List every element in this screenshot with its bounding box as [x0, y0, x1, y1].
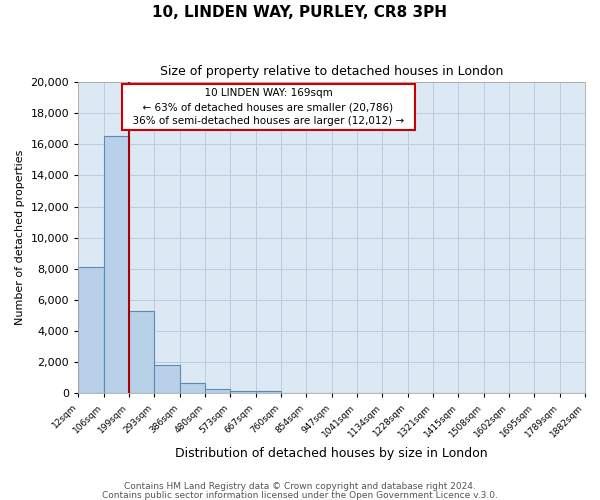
- Bar: [78, 268, 104, 394]
- Title: Size of property relative to detached houses in London: Size of property relative to detached ho…: [160, 65, 503, 78]
- X-axis label: Distribution of detached houses by size in London: Distribution of detached houses by size …: [175, 447, 488, 460]
- Bar: [129, 311, 154, 394]
- Y-axis label: Number of detached properties: Number of detached properties: [15, 150, 25, 326]
- Bar: [104, 136, 129, 394]
- Bar: [205, 389, 230, 394]
- Bar: [230, 391, 256, 394]
- Bar: [256, 391, 281, 394]
- Text: Contains HM Land Registry data © Crown copyright and database right 2024.: Contains HM Land Registry data © Crown c…: [124, 482, 476, 491]
- Text: 10 LINDEN WAY: 169sqm  
  ← 63% of detached houses are smaller (20,786)  
  36% : 10 LINDEN WAY: 169sqm ← 63% of detached …: [126, 88, 410, 126]
- Bar: [154, 366, 179, 394]
- Bar: [179, 382, 205, 394]
- Text: 10, LINDEN WAY, PURLEY, CR8 3PH: 10, LINDEN WAY, PURLEY, CR8 3PH: [152, 5, 448, 20]
- Text: Contains public sector information licensed under the Open Government Licence v.: Contains public sector information licen…: [102, 490, 498, 500]
